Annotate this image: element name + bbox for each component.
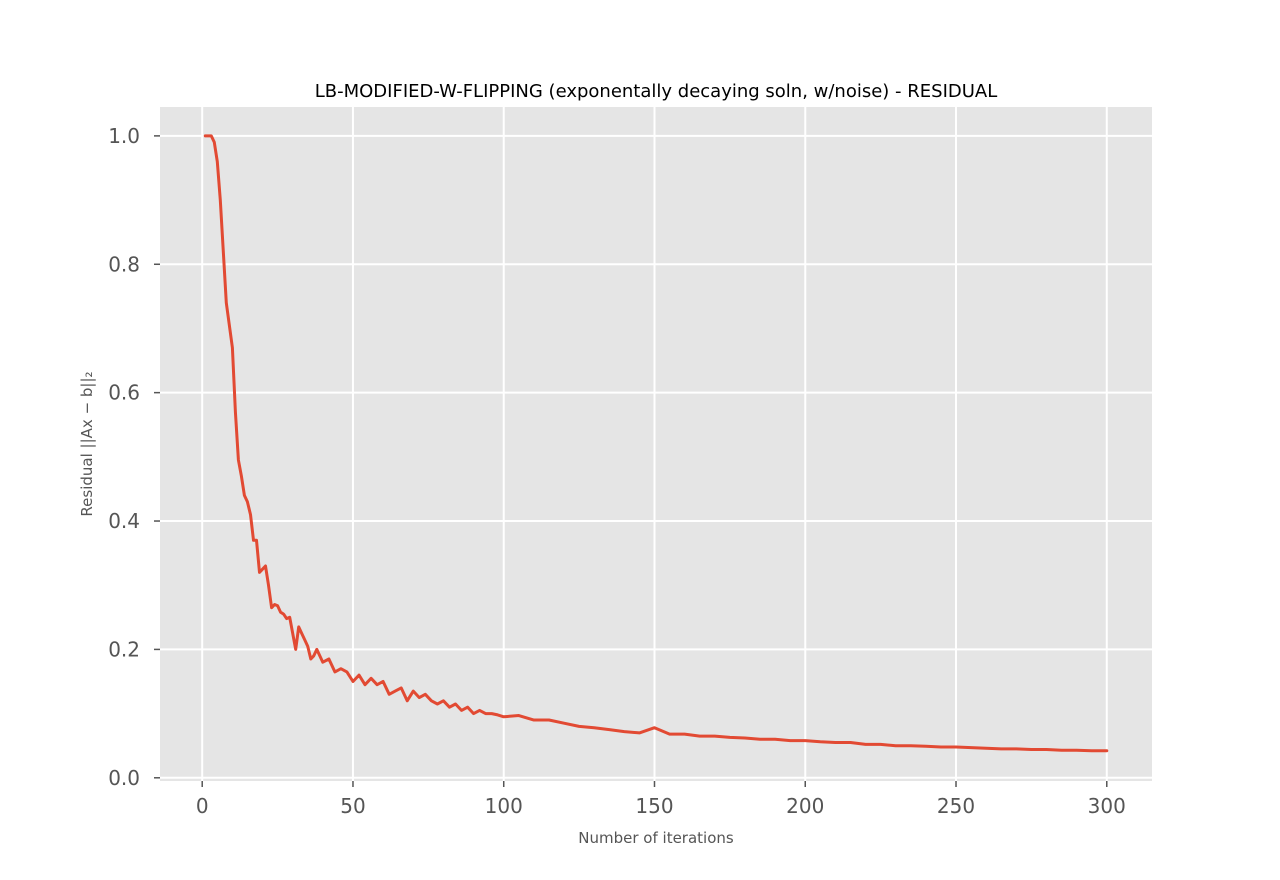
plot-area [160,107,1152,781]
y-tick-label: 0.2 [108,637,140,661]
x-tick-label: 200 [786,794,824,818]
series-layer [203,134,1109,753]
x-tick-label: 250 [937,794,975,818]
y-tick-label: 1.0 [108,124,140,148]
y-tick-label: 0.4 [108,509,140,533]
x-tick-label: 300 [1088,794,1126,818]
x-tick-label: 150 [635,794,673,818]
y-tick-label: 0.0 [108,766,140,790]
x-tick-label: 100 [485,794,523,818]
axis-ticks: 0 50 100 150 200 250 300 0.0 0.2 0.4 0.6 0.8 1.0 [108,124,1126,818]
residual-series-line [203,134,1109,753]
y-axis-label: Residual ||Ax − b||₂ [78,371,96,516]
chart-title: LB-MODIFIED-W-FLIPPING (exponentally dec… [315,81,998,102]
x-tick-label: 50 [340,794,365,818]
x-tick-label: 0 [196,794,209,818]
grid [160,107,1152,781]
y-tick-label: 0.8 [108,252,140,276]
x-axis-label: Number of iterations [578,829,734,847]
y-tick-label: 0.6 [108,381,140,405]
